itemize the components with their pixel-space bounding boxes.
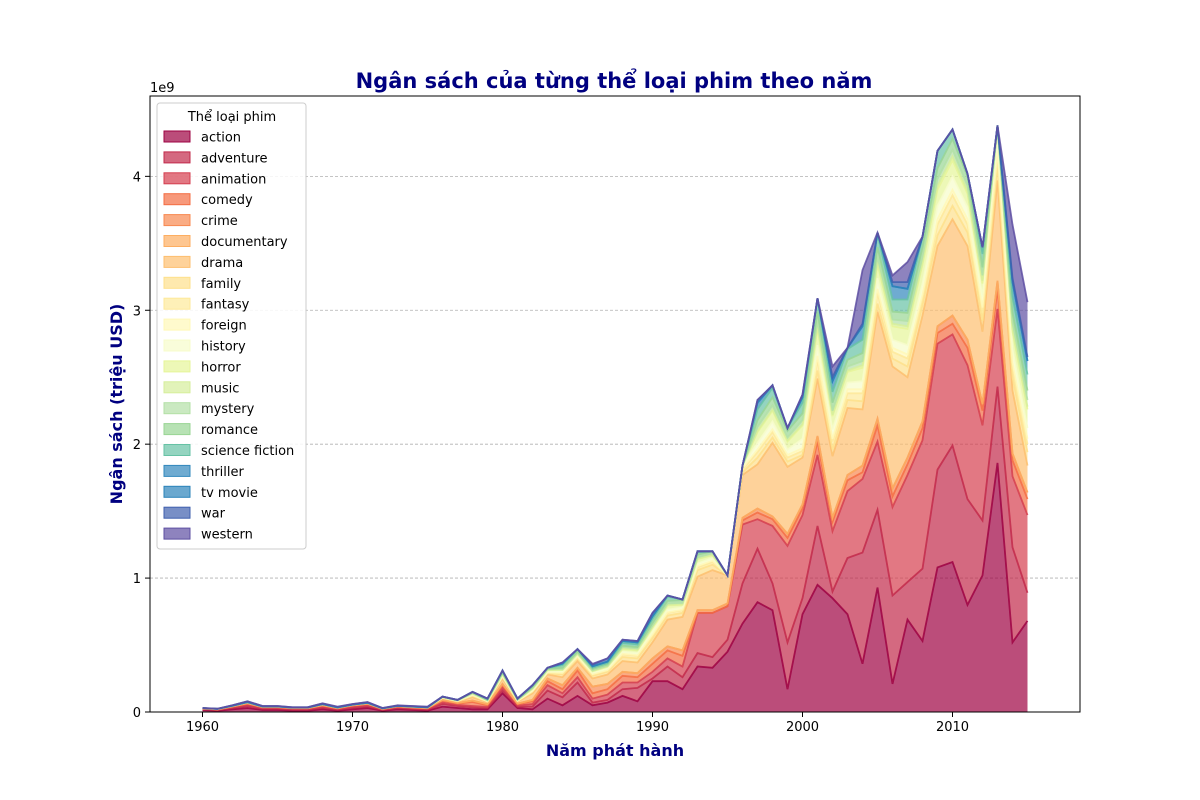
legend-swatch	[163, 423, 191, 436]
legend-swatch	[163, 444, 191, 456]
legend-label: comedy	[201, 193, 253, 208]
legend-swatch	[163, 255, 191, 268]
y-offset-label: 1e9	[150, 81, 175, 96]
legend-label: romance	[201, 423, 258, 438]
legend-label: war	[201, 507, 226, 522]
x-axis: 1960 1970 1980 1990 2000 2010	[186, 712, 969, 735]
legend-label: drama	[201, 256, 243, 271]
legend-title: Thể loại phim	[187, 110, 276, 125]
x-tick-label: 2000	[786, 720, 819, 735]
area-horror	[202, 125, 1028, 709]
x-tick-label: 1990	[636, 720, 669, 735]
legend-swatch	[163, 318, 191, 331]
legend-label: tv movie	[201, 486, 258, 501]
y-tick-label: 3	[133, 304, 141, 319]
legend-swatch	[163, 276, 191, 289]
legend-label: mystery	[201, 402, 255, 417]
legend-label: adventure	[201, 151, 268, 166]
legend-items: action adventure animation comedy crime docum…	[163, 130, 294, 543]
x-tick-label: 1980	[486, 720, 519, 735]
y-axis-label: Ngân sách (triệu USD)	[107, 304, 126, 505]
legend-label: documentary	[201, 235, 288, 250]
legend-swatch	[163, 214, 191, 227]
legend-swatch	[163, 151, 191, 164]
legend-swatch	[163, 360, 191, 373]
x-tick-label: 2010	[936, 720, 969, 735]
y-tick-label: 2	[133, 438, 141, 453]
legend-label: science fiction	[201, 444, 294, 459]
y-tick-label: 1	[133, 572, 141, 587]
legend-label: music	[201, 381, 239, 396]
legend-swatch	[163, 193, 191, 206]
legend-label: western	[201, 528, 253, 543]
legend-label: thriller	[201, 465, 245, 480]
legend-swatch	[163, 485, 191, 498]
legend-label: history	[201, 340, 246, 355]
legend-swatch	[163, 339, 191, 352]
area-foreign	[202, 150, 1028, 709]
legend: Thể loại phim action adventure animation co…	[156, 102, 307, 550]
legend-label: fantasy	[201, 298, 250, 313]
x-tick-label: 1960	[186, 720, 219, 735]
legend-swatch	[163, 130, 191, 143]
line-western	[202, 125, 1029, 710]
chart-title: Ngân sách của từng thể loại phim theo nă…	[356, 68, 873, 93]
legend-label: family	[201, 277, 241, 292]
legend-label: foreign	[201, 319, 247, 334]
x-axis-label: Năm phát hành	[546, 741, 684, 760]
x-tick-label: 1970	[336, 720, 369, 735]
legend-swatch	[163, 506, 191, 519]
legend-label: horror	[201, 360, 241, 375]
y-tick-label: 0	[133, 706, 141, 721]
plot-frame	[149, 95, 1081, 713]
y-tick-label: 4	[133, 170, 141, 185]
legend-box	[156, 102, 307, 550]
area-history	[202, 137, 1028, 709]
legend-swatch	[163, 464, 191, 477]
area-comedy	[202, 288, 1028, 710]
legend-label: animation	[201, 172, 266, 187]
series-line-group	[202, 125, 1029, 712]
legend-swatch	[163, 527, 191, 540]
area-crime	[202, 280, 1028, 710]
area-animation	[202, 308, 1028, 710]
legend-label: action	[201, 131, 241, 146]
line-action	[202, 462, 1029, 712]
area-action	[202, 462, 1028, 712]
legend-swatch	[163, 402, 191, 415]
legend-label: crime	[201, 214, 238, 229]
legend-swatch	[163, 235, 191, 247]
legend-swatch	[163, 297, 191, 310]
legend-swatch	[163, 172, 191, 185]
legend-swatch	[163, 381, 191, 394]
y-axis: 0 1 2 3 4	[133, 170, 150, 721]
